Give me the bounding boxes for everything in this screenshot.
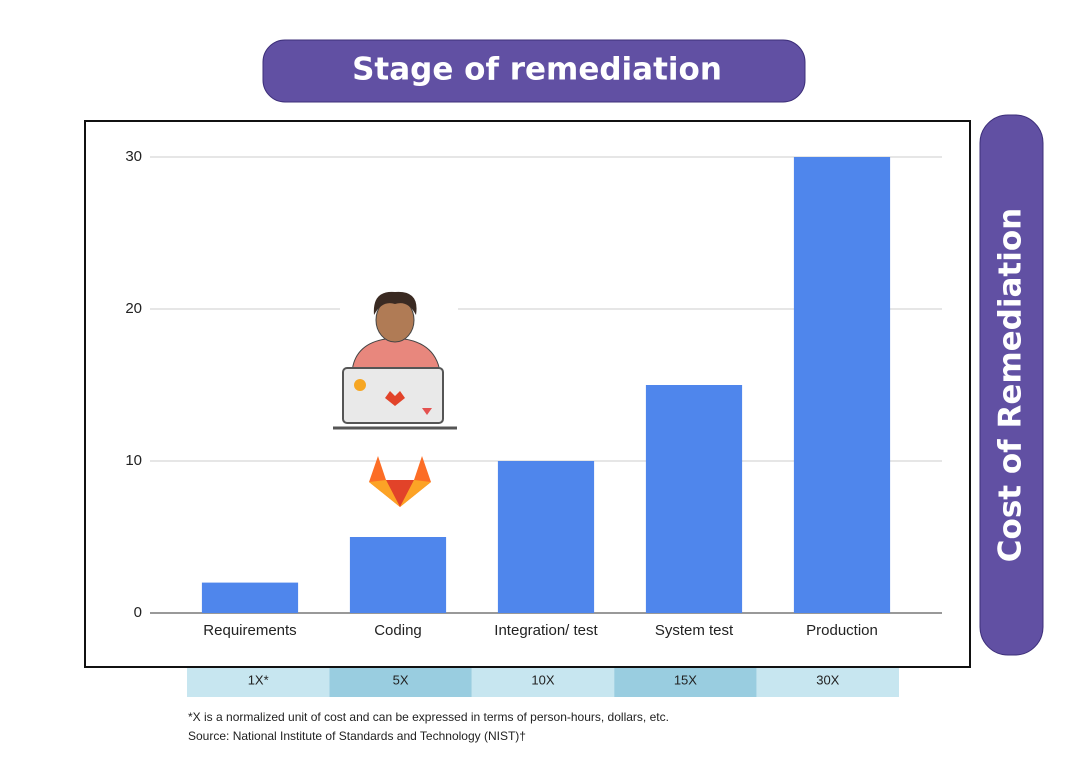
developer-illustration [333, 291, 458, 430]
multiplier-label: 15X [674, 672, 697, 687]
multiplier-cell [329, 668, 472, 697]
bar [349, 537, 447, 613]
y-tick-label: 0 [134, 604, 142, 621]
multiplier-label: 5X [393, 672, 409, 687]
multiplier-label: 1X* [248, 672, 269, 687]
multiplier-label: 30X [816, 672, 839, 687]
gitlab-logo [369, 456, 431, 507]
footnote: *X is a normalized unit of cost and can … [188, 710, 669, 724]
bar [645, 385, 743, 613]
multiplier-label: 10X [531, 672, 554, 687]
x-tick-label: Requirements [203, 622, 296, 639]
y-axis-label: Cost of Remediation [993, 208, 1029, 562]
multiplier-cell [614, 668, 757, 697]
bar [793, 157, 891, 613]
x-tick-label: Coding [374, 622, 422, 639]
footnote: Source: National Institute of Standards … [188, 729, 526, 743]
y-tick-label: 20 [125, 300, 142, 317]
chart-title: Stage of remediation [352, 52, 722, 88]
bar [497, 461, 595, 613]
multiplier-cell [471, 668, 615, 697]
y-label-pill [979, 114, 1044, 656]
bar [201, 582, 299, 613]
x-tick-label: Production [806, 622, 878, 639]
y-tick-label: 30 [125, 148, 142, 165]
x-tick-label: System test [655, 622, 734, 639]
x-tick-label: Integration/ test [494, 622, 598, 639]
title-pill [262, 39, 806, 103]
y-tick-label: 10 [125, 452, 142, 469]
multiplier-cell [756, 668, 899, 697]
multiplier-cell [187, 668, 330, 697]
